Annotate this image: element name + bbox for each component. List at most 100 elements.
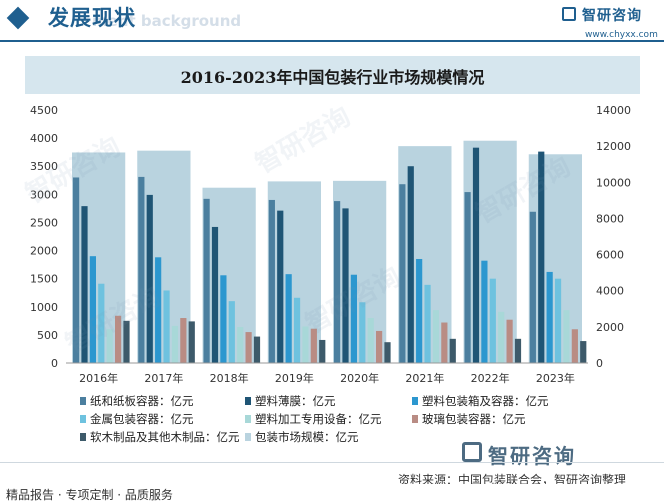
y-right-tick-label: 10000 <box>596 176 631 189</box>
series-bar <box>285 274 292 363</box>
brand-url: www.chyxx.com <box>585 30 658 40</box>
page-header: ment background 发展现状 智研咨询 www.chyxx.com <box>0 0 664 44</box>
y-right-tick-label: 2000 <box>596 321 624 334</box>
series-bar <box>253 336 261 363</box>
x-tick-label: 2023年 <box>536 371 575 385</box>
series-bar <box>220 275 227 363</box>
data-source: 资料来源：中国包装联合会，智研咨询整理 <box>398 473 627 487</box>
x-tick-label: 2022年 <box>471 371 510 385</box>
x-tick-label: 2016年 <box>79 371 118 385</box>
series-bar <box>245 332 252 363</box>
y-left-tick-label: 1000 <box>30 301 58 314</box>
y-right-tick-label: 14000 <box>596 104 631 117</box>
series-bar <box>407 166 414 363</box>
legend-swatch <box>245 415 251 423</box>
legend-swatch <box>80 433 86 441</box>
page-title: 发展现状 <box>48 6 136 30</box>
y-right-tick-label: 6000 <box>596 249 624 262</box>
y-right-tick-label: 0 <box>596 357 603 370</box>
series-bar <box>138 176 145 363</box>
series-bar <box>268 199 275 363</box>
x-tick-label: 2019年 <box>275 371 314 385</box>
series-bar <box>98 283 105 363</box>
series-bar <box>155 257 162 363</box>
series-bar <box>203 198 210 363</box>
legend-swatch <box>412 415 418 423</box>
y-left-tick-label: 2500 <box>30 216 58 229</box>
y-left-tick-label: 0 <box>51 357 58 370</box>
y-left-tick-label: 4000 <box>30 132 58 145</box>
y-left-tick-label: 4500 <box>30 104 58 117</box>
series-bar <box>498 311 505 363</box>
legend-label: 塑料加工专用设备：亿元 <box>255 412 382 426</box>
bottom-bar <box>0 484 664 504</box>
series-bar <box>342 208 349 363</box>
legend-swatch <box>412 397 418 405</box>
header-divider <box>0 40 664 42</box>
y-left-tick-label: 3500 <box>30 160 58 173</box>
series-bar <box>302 326 309 363</box>
legend-label: 塑料包装箱及容器：亿元 <box>422 394 549 408</box>
series-bar <box>237 327 244 363</box>
series-bar <box>171 325 179 363</box>
series-bar <box>310 328 317 363</box>
series-bar <box>384 342 391 363</box>
y-left-tick-label: 1500 <box>30 273 58 286</box>
series-bar <box>432 310 440 363</box>
brand-logo-icon <box>562 7 576 21</box>
series-bar <box>489 278 496 363</box>
series-bar <box>188 321 195 363</box>
series-bar <box>367 318 374 363</box>
x-tick-label: 2017年 <box>144 371 183 385</box>
series-bar <box>529 211 536 363</box>
series-bar <box>538 151 545 363</box>
legend-label: 玻璃包装容器：亿元 <box>422 412 526 426</box>
footer-logo-text: 智研咨询 <box>488 444 576 468</box>
series-bar <box>449 338 456 363</box>
series-bar <box>554 278 562 363</box>
series-bar <box>89 256 96 363</box>
x-tick-label: 2020年 <box>340 371 379 385</box>
legend-swatch <box>80 397 86 405</box>
chart-title: 2016-2023年中国包装行业市场规模情况 <box>180 68 485 87</box>
series-bar <box>334 201 341 363</box>
series-bar <box>571 329 578 363</box>
series-bar <box>277 210 284 363</box>
series-bar <box>350 274 357 363</box>
y-right-tick-label: 8000 <box>596 212 624 225</box>
series-bar <box>73 177 80 363</box>
series-bar <box>580 341 587 363</box>
series-bar <box>211 226 219 363</box>
legend-swatch <box>245 397 251 405</box>
series-bar <box>563 310 570 363</box>
series-bar <box>163 290 170 363</box>
series-bar <box>293 297 301 363</box>
y-left-tick-label: 500 <box>37 329 58 342</box>
legend-label: 塑料薄膜：亿元 <box>255 394 336 408</box>
series-bar <box>506 319 513 363</box>
y-left-tick-label: 3000 <box>30 188 58 201</box>
series-bar <box>115 315 122 363</box>
series-bar <box>464 192 471 363</box>
legend-label: 包装市场规模：亿元 <box>255 430 359 444</box>
series-bar <box>481 260 488 363</box>
series-bar <box>546 271 553 363</box>
bottom-slogan: 精品报告 · 专项定制 · 品质服务 <box>6 488 173 502</box>
series-bar <box>376 330 383 363</box>
x-tick-label: 2021年 <box>405 371 444 385</box>
series-bar <box>123 320 130 363</box>
series-bar <box>424 284 431 363</box>
legend-label: 软木制品及其他木制品：亿元 <box>90 430 240 444</box>
header-subtitle: ment background <box>92 12 242 30</box>
y-right-tick-label: 4000 <box>596 285 624 298</box>
series-bar <box>399 184 406 363</box>
legend-swatch <box>80 415 86 423</box>
y-right-tick-label: 12000 <box>596 140 631 153</box>
series-bar <box>319 339 326 363</box>
series-bar <box>514 338 522 363</box>
series-bar <box>146 194 153 363</box>
footer-divider <box>0 462 664 463</box>
series-bar <box>180 318 187 363</box>
series-bar <box>359 302 366 363</box>
